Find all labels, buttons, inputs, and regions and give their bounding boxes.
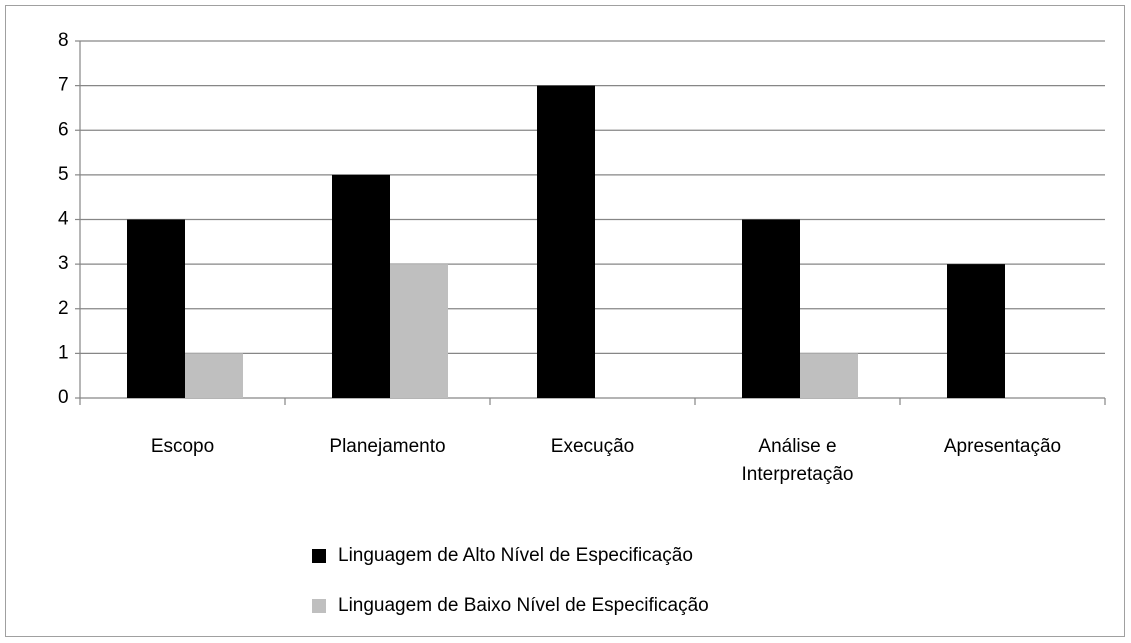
x-tick-label: Planejamento xyxy=(329,436,446,457)
y-tick-label: 3 xyxy=(58,253,69,274)
x-tick-label: Execução xyxy=(550,436,635,457)
bar xyxy=(742,219,800,398)
bar xyxy=(390,264,448,398)
legend-marker xyxy=(312,599,326,613)
y-tick-label: 7 xyxy=(58,75,69,96)
bar xyxy=(185,353,243,398)
y-tick-label: 6 xyxy=(58,119,69,140)
legend-marker xyxy=(312,549,326,563)
bar xyxy=(947,264,1005,398)
y-tick-label: 5 xyxy=(58,164,69,185)
legend-label: Linguagem de Alto Nível de Especificação xyxy=(338,545,693,566)
bar xyxy=(127,219,185,398)
x-tick-label: Análise e Interpretação xyxy=(741,436,854,485)
bar xyxy=(800,353,858,398)
x-tick-label: Escopo xyxy=(150,436,215,457)
y-tick-label: 8 xyxy=(58,30,69,51)
x-tick-label: Apresentação xyxy=(943,436,1062,457)
bar xyxy=(332,174,390,398)
y-tick-label: 2 xyxy=(58,298,69,319)
y-tick-label: 0 xyxy=(58,387,69,408)
y-tick-label: 4 xyxy=(58,209,69,230)
bar xyxy=(537,85,595,398)
legend-label: Linguagem de Baixo Nível de Especificaçã… xyxy=(338,595,709,616)
y-tick-label: 1 xyxy=(58,342,69,363)
